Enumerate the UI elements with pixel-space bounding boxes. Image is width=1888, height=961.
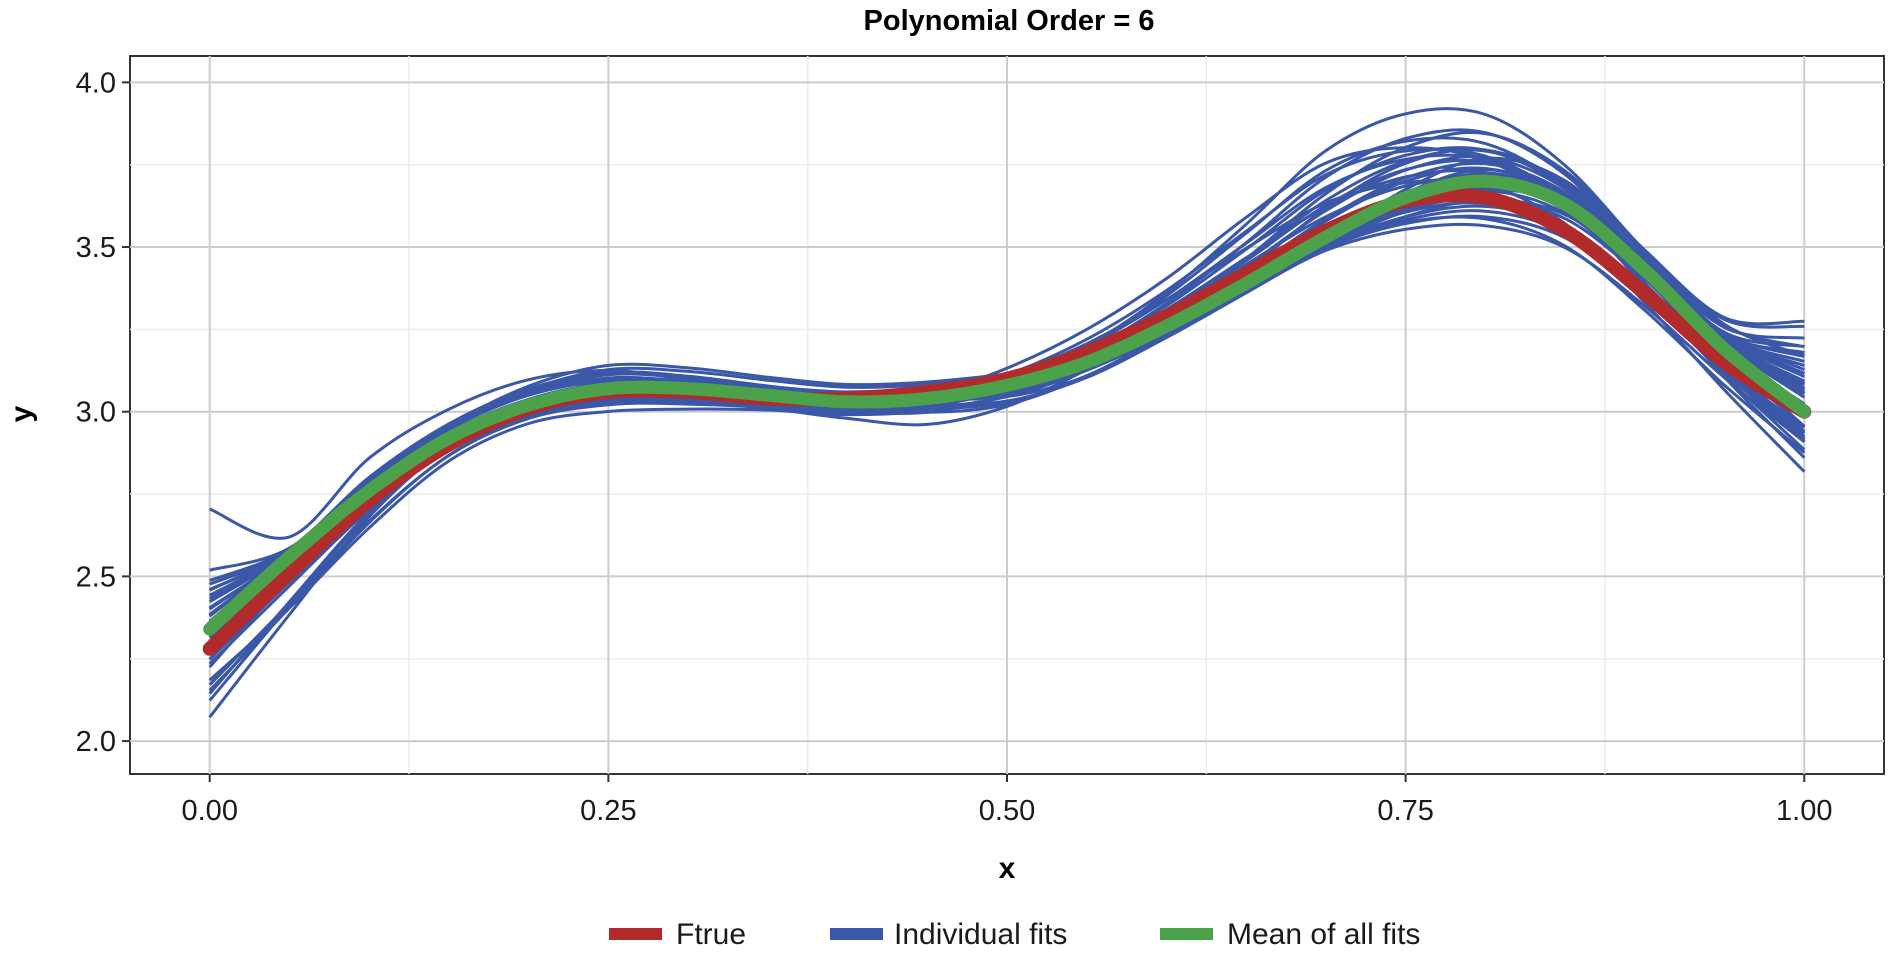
y-tick-label: 3.5	[76, 232, 116, 264]
y-tick-label: 4.0	[76, 67, 116, 99]
mean-fit-line	[203, 174, 1811, 636]
chart-title: Polynomial Order = 6	[864, 5, 1155, 37]
y-tick-label: 2.0	[76, 726, 116, 758]
x-tick-label: 0.00	[182, 795, 238, 827]
y-axis-ticks: 2.0 2.5 3.0 3.5 4.0	[76, 67, 130, 758]
legend-label-ftrue: Ftrue	[676, 918, 746, 951]
y-tick-label: 2.5	[76, 561, 116, 593]
x-tick-label: 0.75	[1377, 795, 1433, 827]
legend-label-mean: Mean of all fits	[1227, 918, 1420, 951]
x-axis-title: x	[999, 852, 1016, 885]
main-series-lines	[202, 174, 1812, 656]
x-tick-label: 1.00	[1776, 795, 1832, 827]
legend-label-individual-fits: Individual fits	[894, 918, 1067, 951]
y-tick-label: 3.0	[76, 397, 116, 429]
x-tick-label: 0.50	[979, 795, 1035, 827]
x-tick-label: 0.25	[580, 795, 636, 827]
y-axis-title: y	[5, 405, 38, 422]
x-axis-ticks: 0.00 0.25 0.50 0.75 1.00	[182, 774, 1832, 827]
legend: Ftrue Individual fits Mean of all fits	[609, 918, 1420, 951]
major-gridlines	[130, 56, 1884, 774]
